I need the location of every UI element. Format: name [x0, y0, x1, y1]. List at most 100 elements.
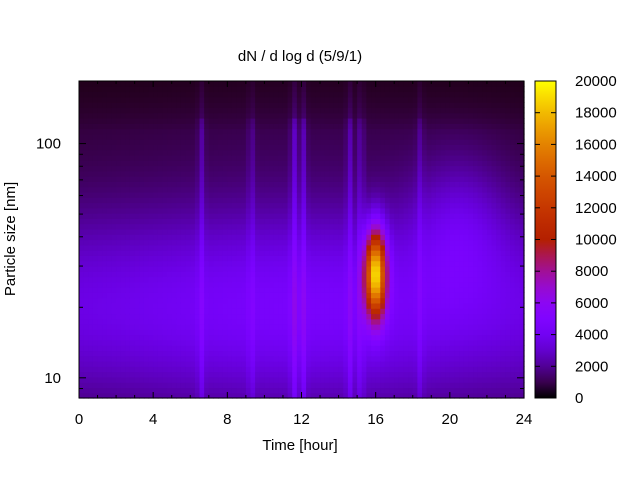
heatmap-cell [445, 387, 451, 394]
heatmap-cell [148, 329, 154, 336]
heatmap-cell [324, 81, 330, 87]
heatmap-cell [394, 339, 400, 346]
heatmap-cell [208, 308, 215, 315]
heatmap-cell [454, 371, 460, 378]
heatmap-cell [320, 123, 326, 130]
heatmap-cell [310, 345, 317, 352]
heatmap-cell [194, 308, 201, 315]
heatmap-cell [227, 376, 233, 383]
heatmap-cell [88, 250, 94, 256]
heatmap-cell [449, 213, 456, 219]
heatmap-cell [185, 91, 191, 98]
heatmap-cell [366, 228, 372, 235]
heatmap-cell [259, 176, 266, 182]
heatmap-cell [88, 228, 94, 235]
heatmap-cell [394, 128, 400, 135]
heatmap-cell [329, 170, 335, 177]
heatmap-cell [366, 276, 372, 283]
heatmap-cell [459, 292, 465, 299]
heatmap-cell [88, 255, 94, 262]
heatmap-cell [273, 149, 279, 156]
heatmap-cell [371, 139, 377, 145]
heatmap-cell [83, 355, 89, 362]
heatmap-cell [162, 255, 168, 262]
heatmap-cell [218, 170, 224, 177]
chart-title: dN / d log d (5/9/1) [238, 48, 362, 65]
heatmap-cell [282, 191, 289, 198]
heatmap-cell [111, 154, 117, 161]
heatmap-cell [92, 149, 99, 156]
heatmap-cell [139, 392, 145, 399]
heatmap-cell [116, 191, 122, 198]
heatmap-cell [324, 281, 330, 288]
heatmap-cell [143, 308, 150, 315]
heatmap-cell [352, 260, 358, 267]
heatmap-cell [338, 281, 344, 288]
heatmap-cell [343, 96, 349, 103]
heatmap-cell [273, 186, 279, 193]
heatmap-cell [454, 86, 460, 93]
heatmap-cell [111, 107, 117, 114]
heatmap-cell [167, 376, 173, 383]
heatmap-cell [333, 213, 340, 219]
heatmap-cell [454, 96, 460, 103]
heatmap-cell [343, 176, 349, 182]
heatmap-cell [134, 324, 140, 330]
heatmap-cell [375, 292, 381, 299]
heatmap-cell [282, 244, 289, 251]
heatmap-cell [153, 191, 159, 198]
heatmap-cell [292, 102, 298, 109]
heatmap-cell [380, 292, 386, 299]
heatmap-cell [227, 313, 233, 320]
heatmap-cell [116, 228, 122, 235]
heatmap-cell [347, 292, 354, 299]
heatmap-cell [143, 255, 150, 262]
heatmap-cell [143, 350, 150, 357]
heatmap-cell [143, 91, 150, 98]
heatmap-cell [301, 128, 307, 135]
heatmap-cell [426, 313, 432, 320]
heatmap-cell [208, 107, 215, 114]
heatmap-cell [454, 191, 460, 198]
heatmap-cell [134, 313, 140, 320]
heatmap-cell [412, 91, 418, 98]
heatmap-cell [431, 387, 437, 394]
heatmap-cell [236, 149, 242, 156]
heatmap-cell [454, 376, 460, 383]
heatmap-cell [199, 334, 205, 341]
heatmap-cell [134, 191, 140, 198]
heatmap-cell [389, 228, 395, 235]
heatmap-cell [116, 324, 122, 330]
heatmap-cell [357, 160, 363, 167]
heatmap-cell [454, 117, 460, 124]
heatmap-cell [366, 292, 372, 299]
heatmap-cell [366, 297, 372, 304]
heatmap-cell [431, 176, 437, 182]
heatmap-cell [222, 260, 228, 267]
heatmap-cell [250, 160, 256, 167]
heatmap-cell [111, 186, 117, 193]
heatmap-cell [375, 149, 381, 156]
heatmap-cell [454, 361, 460, 367]
heatmap-cell [120, 96, 126, 103]
heatmap-cell [157, 207, 164, 214]
heatmap-cell [236, 107, 242, 114]
heatmap-cell [199, 287, 205, 293]
heatmap-cell [199, 345, 205, 352]
heatmap-cell [273, 91, 279, 98]
heatmap-cell [245, 117, 252, 124]
heatmap-cell [236, 329, 242, 336]
heatmap-cell [199, 117, 205, 124]
heatmap-cell [231, 334, 238, 341]
heatmap-cell [435, 102, 442, 109]
heatmap-cell [250, 170, 256, 177]
heatmap-cell [120, 154, 126, 161]
heatmap-cell [264, 382, 270, 389]
heatmap-cell [259, 276, 266, 283]
heatmap-cell [241, 329, 247, 336]
heatmap-cell [153, 149, 159, 156]
heatmap-cell [343, 297, 349, 304]
heatmap-cell [338, 197, 344, 204]
heatmap-cell [157, 191, 164, 198]
heatmap-cell [278, 250, 284, 256]
